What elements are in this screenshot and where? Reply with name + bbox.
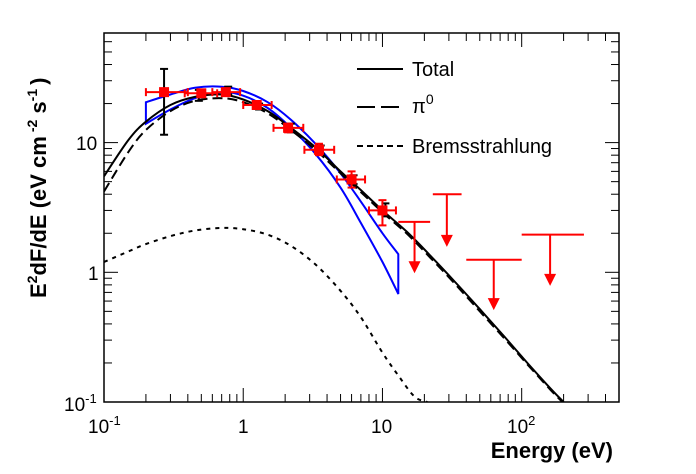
- curve-bremsstrahlung: [104, 226, 428, 402]
- data-point-red: [367, 199, 397, 227]
- data-point-red: [144, 87, 189, 98]
- data-points: [144, 67, 397, 227]
- x-axis-title: Energy (eV): [491, 438, 613, 463]
- model-curves: [104, 93, 565, 402]
- upper-limit-arrow: [440, 234, 453, 247]
- curve-total: [104, 93, 565, 402]
- x-tick-label-3: 102: [507, 413, 535, 438]
- data-point-black: [160, 67, 169, 136]
- fit-band: [144, 85, 400, 295]
- upper-limits: [398, 193, 584, 311]
- upper-limit: [432, 193, 462, 247]
- point-marker: [346, 174, 357, 185]
- point-marker: [159, 87, 170, 98]
- x-tick-label-0: 10-1: [88, 413, 121, 438]
- point-marker: [251, 99, 262, 110]
- upper-limit-arrow: [544, 273, 557, 286]
- upper-limit: [398, 220, 431, 274]
- upper-limit: [466, 258, 522, 311]
- legend-label-total: Total: [412, 59, 454, 81]
- upper-limit-arrow: [408, 261, 421, 274]
- axis-ticks: [103, 32, 620, 403]
- point-marker: [283, 122, 294, 133]
- y-tick-label-0: 10-1: [64, 391, 97, 416]
- point-marker: [196, 88, 207, 99]
- legend-label-pi0: π0: [412, 91, 434, 118]
- data-point-red: [242, 99, 273, 110]
- data-point-red: [335, 170, 367, 189]
- y-axis-title: E2dF/dE (eV cm-2 s-1): [24, 78, 51, 298]
- x-tick-label-1: 1: [238, 417, 249, 438]
- curve--0: [104, 97, 564, 402]
- legend-label-bremsstrahlung: Bremsstrahlung: [412, 136, 552, 158]
- fit-band-outline: [144, 85, 400, 295]
- data-point-red: [272, 122, 305, 134]
- data-point-red: [303, 142, 336, 157]
- point-marker: [313, 144, 324, 155]
- x-tick-label-2: 10: [371, 417, 392, 438]
- plot-frame: [103, 32, 620, 403]
- y-tick-label-2: 10: [76, 134, 97, 155]
- upper-limit: [521, 233, 584, 286]
- point-marker: [220, 87, 231, 98]
- point-marker: [377, 205, 388, 216]
- legend: Total π0 Bremsstrahlung: [357, 59, 552, 158]
- data-point-red: [211, 87, 242, 98]
- upper-limit-arrow: [487, 298, 500, 311]
- y-tick-label-1: 1: [88, 264, 99, 285]
